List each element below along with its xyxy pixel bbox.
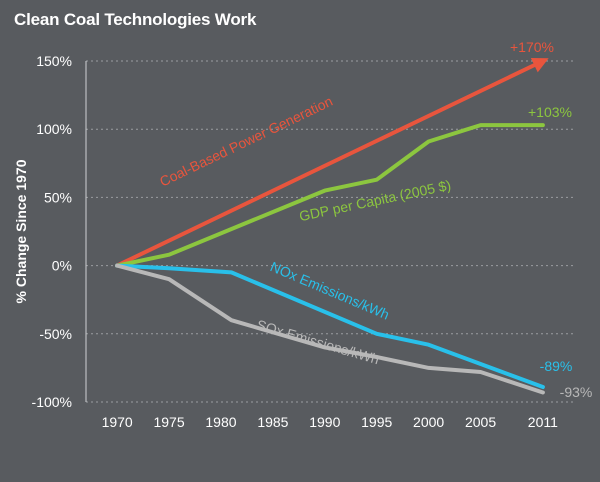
x-tick-label: 1990 — [309, 414, 340, 430]
y-tick-label: 0% — [52, 258, 72, 274]
series-layer — [115, 57, 549, 395]
x-tick-label: 1995 — [361, 414, 392, 430]
x-tick-label: 1975 — [153, 414, 184, 430]
x-tick-label: 2011 — [528, 414, 558, 430]
label-layer: Coal-Based Power Generation+170%GDP per … — [157, 39, 592, 400]
series-name-label: GDP per Capita (2005 $) — [298, 177, 453, 224]
chart-title: Clean Coal Technologies Work — [14, 10, 257, 29]
y-axis-label: % Change Since 1970 — [13, 159, 29, 303]
y-tick-label: 150% — [36, 53, 72, 69]
series-line — [115, 57, 549, 268]
axis-layer: 150% 100% 50% 0% -50% -100% 1970 1975 1980 1985 19… — [13, 53, 558, 430]
series-name-label: SOx Emissions/kWh — [255, 316, 381, 367]
series-line — [115, 263, 545, 395]
series-line — [115, 123, 545, 268]
series-end-value: +170% — [510, 39, 554, 55]
series-end-value: -89% — [540, 358, 573, 374]
series-end-value: -93% — [560, 384, 593, 400]
y-tick-label: 100% — [36, 121, 72, 137]
x-tick-label: 1980 — [205, 414, 236, 430]
y-tick-label: -50% — [39, 326, 72, 342]
series-end-value: +103% — [528, 104, 572, 120]
series-line — [115, 263, 545, 389]
grid-layer — [86, 60, 574, 403]
y-tick-label: -100% — [32, 394, 72, 410]
x-tick-label: 1985 — [257, 414, 288, 430]
x-tick-label: 2005 — [465, 414, 496, 430]
x-tick-label: 2000 — [413, 414, 444, 430]
x-tick-label: 1970 — [102, 414, 133, 430]
y-tick-label: 50% — [44, 189, 72, 205]
